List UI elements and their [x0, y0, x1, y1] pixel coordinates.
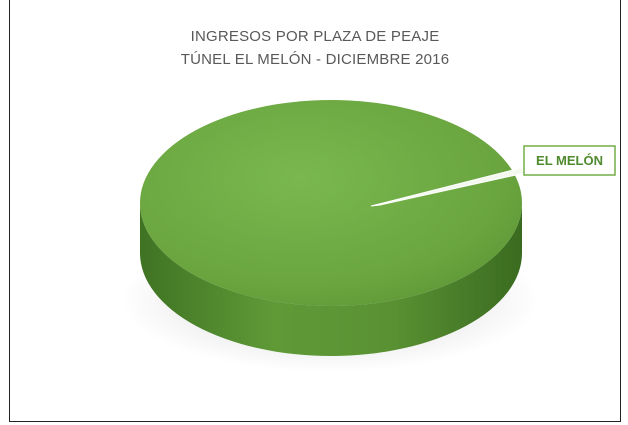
pie-slice-el-melon[interactable] — [140, 100, 522, 306]
pie-slice-side — [140, 203, 522, 356]
data-label-box — [523, 145, 616, 176]
chart-subtitle: TÚNEL EL MELÓN - DICIEMBRE 2016 — [180, 51, 450, 68]
chart-title: INGRESOS POR PLAZA DE PEAJE — [190, 28, 440, 45]
data-label-el-melon: EL MELÓN — [536, 153, 603, 168]
